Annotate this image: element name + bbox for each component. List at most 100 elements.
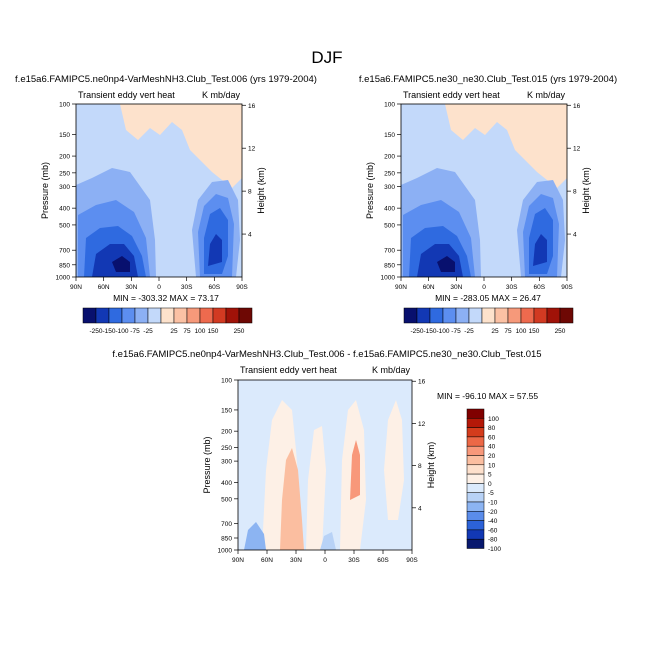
panel-c-ylabel-right: Height (km)	[426, 442, 436, 489]
panel-a-ytick-label: 1000	[56, 275, 71, 282]
panel-c-right-string: K mb/day	[372, 365, 411, 375]
colorbar-c-box	[466, 427, 485, 438]
panel-b: f.e15a6.FAMIPC5.ne30_ne30.Club_Test.015 …	[359, 74, 617, 303]
panel-b-xtick-label: 90S	[561, 284, 573, 291]
panel-c-band-2	[280, 448, 304, 550]
colorbar-c-box	[466, 520, 485, 531]
panel-c-stats: MIN = -96.10 MAX = 57.55	[437, 391, 538, 401]
panel-c-ytick-right-label: 16	[418, 379, 426, 386]
colorbar-b-label: 75	[504, 328, 512, 335]
colorbar-a-box	[121, 307, 136, 324]
panel-c-ytick-label: 250	[221, 445, 232, 452]
colorbar-c-box	[466, 538, 485, 549]
panel-b-ytick-right-label: 12	[573, 146, 581, 153]
panel-b-ytick-label: 100	[384, 102, 395, 109]
panel-a-xtick-label: 30S	[181, 284, 193, 291]
colorbar-b-label: 250	[555, 328, 566, 335]
panel-b-sh-contour-4	[533, 234, 547, 266]
colorbar-b-box	[494, 307, 509, 324]
colorbar-c-box	[466, 408, 485, 419]
panel-b-ytick-label: 700	[384, 248, 395, 255]
colorbar-c-box	[466, 511, 485, 521]
colorbar-a-label: -150	[102, 328, 115, 335]
panel-a-ytick-right-label: 16	[248, 103, 256, 110]
panel-c-ylabel: Pressure (mb)	[202, 436, 212, 493]
colorbar-c-label: 20	[488, 453, 496, 460]
colorbar-a-label: 25	[170, 328, 178, 335]
panel-a-xtick-label: 90N	[70, 284, 82, 291]
panel-b-ytick-label: 300	[384, 184, 395, 191]
panel-a-ytick-label: 500	[59, 222, 70, 229]
panel-b-xtick-label: 30S	[506, 284, 518, 291]
panel-c-ytick-label: 700	[221, 521, 232, 528]
panel-b-xtick-label: 90N	[395, 284, 407, 291]
panel-b-ytick-right-label: 16	[573, 103, 581, 110]
panel-b-ytick-label: 850	[384, 262, 395, 269]
panel-c-ytick-label: 200	[221, 429, 232, 436]
colorbar-b-label: 150	[529, 328, 540, 335]
colorbar-c-label: 60	[488, 434, 496, 441]
panel-a-title: f.e15a6.FAMIPC5.ne0np4-VarMeshNH3.Club_T…	[15, 74, 317, 85]
panel-a-sh-contour-4	[208, 234, 222, 266]
panel-a: f.e15a6.FAMIPC5.ne0np4-VarMeshNH3.Club_T…	[15, 74, 317, 303]
panel-a-positive-region	[120, 104, 242, 188]
panel-c: f.e15a6.FAMIPC5.ne0np4-VarMeshNH3.Club_T…	[112, 349, 542, 551]
panel-b-ytick-label: 400	[384, 206, 395, 213]
panel-a-nh-contour-5	[112, 256, 130, 272]
colorbar-a-box	[225, 307, 240, 324]
colorbar-c-label: 5	[488, 472, 492, 479]
panel-b-right-string: K mb/day	[527, 90, 566, 100]
colorbar-b-label: -100	[436, 328, 449, 335]
colorbar-b-box	[507, 307, 522, 324]
colorbar-b-box	[533, 307, 548, 324]
colorbar-b-box	[455, 307, 470, 324]
colorbar-c-label: -100	[488, 546, 501, 553]
panel-a-stats: MIN = -303.32 MAX = 73.17	[113, 293, 219, 303]
colorbar-c-box	[466, 473, 485, 484]
panel-a-field	[76, 104, 242, 277]
colorbar-b-label: 100	[516, 328, 527, 335]
colorbar-b-box	[546, 307, 561, 324]
colorbar-c-box	[466, 436, 485, 447]
panel-b-ylabel-right: Height (km)	[581, 167, 591, 214]
panel-a-ytick-label: 300	[59, 184, 70, 191]
colorbar-c-box	[466, 492, 485, 503]
colorbar-a-label: -100	[115, 328, 128, 335]
colorbar-a-box	[108, 307, 123, 324]
panel-a-xtick-label: 60N	[98, 284, 110, 291]
panel-c-xtick-label: 90S	[406, 557, 418, 564]
colorbar-a-label: 250	[234, 328, 245, 335]
panel-b-ytick-label: 200	[384, 154, 395, 161]
figure-title: DJF	[311, 48, 342, 67]
panel-c-band-5	[350, 440, 360, 500]
panel-c-left-string: Transient eddy vert heat	[240, 365, 337, 375]
colorbar-c-box	[466, 455, 485, 466]
panel-c-title: f.e15a6.FAMIPC5.ne0np4-VarMeshNH3.Club_T…	[112, 349, 541, 360]
colorbar-c-box	[466, 483, 485, 493]
panel-c-xtick-label: 90N	[232, 557, 244, 564]
colorbar-c-box	[466, 464, 485, 475]
panel-c-ytick-right-label: 12	[418, 421, 426, 428]
panel-c-ytick-right-label: 4	[418, 505, 422, 512]
panel-c-ytick-right-label: 8	[418, 463, 422, 470]
colorbar-b-label: -25	[464, 328, 474, 335]
panel-b-xtick-label: 60N	[423, 284, 435, 291]
panel-a-right-string: K mb/day	[202, 90, 241, 100]
panel-b-positive-region	[445, 104, 567, 188]
panel-a-ytick-right-label: 4	[248, 232, 252, 239]
panel-a-ytick-label: 400	[59, 206, 70, 213]
panel-c-band-6	[384, 400, 404, 520]
panel-c-field	[238, 380, 412, 550]
colorbar-c-box	[466, 529, 485, 540]
colorbar-a-box	[95, 307, 110, 324]
colorbar-b-label: -250	[410, 328, 423, 335]
colorbar-c-label: -40	[488, 518, 498, 525]
panel-a-ylabel-right: Height (km)	[256, 167, 266, 214]
colorbar-a-box	[160, 307, 175, 324]
colorbar-c-box	[466, 418, 485, 428]
colorbar-a-box	[212, 307, 227, 324]
colorbar-a-box	[147, 307, 162, 324]
colorbar-b-label: -150	[423, 328, 436, 335]
panel-b-ytick-label: 1000	[381, 275, 396, 282]
colorbar-b-box	[468, 307, 483, 324]
